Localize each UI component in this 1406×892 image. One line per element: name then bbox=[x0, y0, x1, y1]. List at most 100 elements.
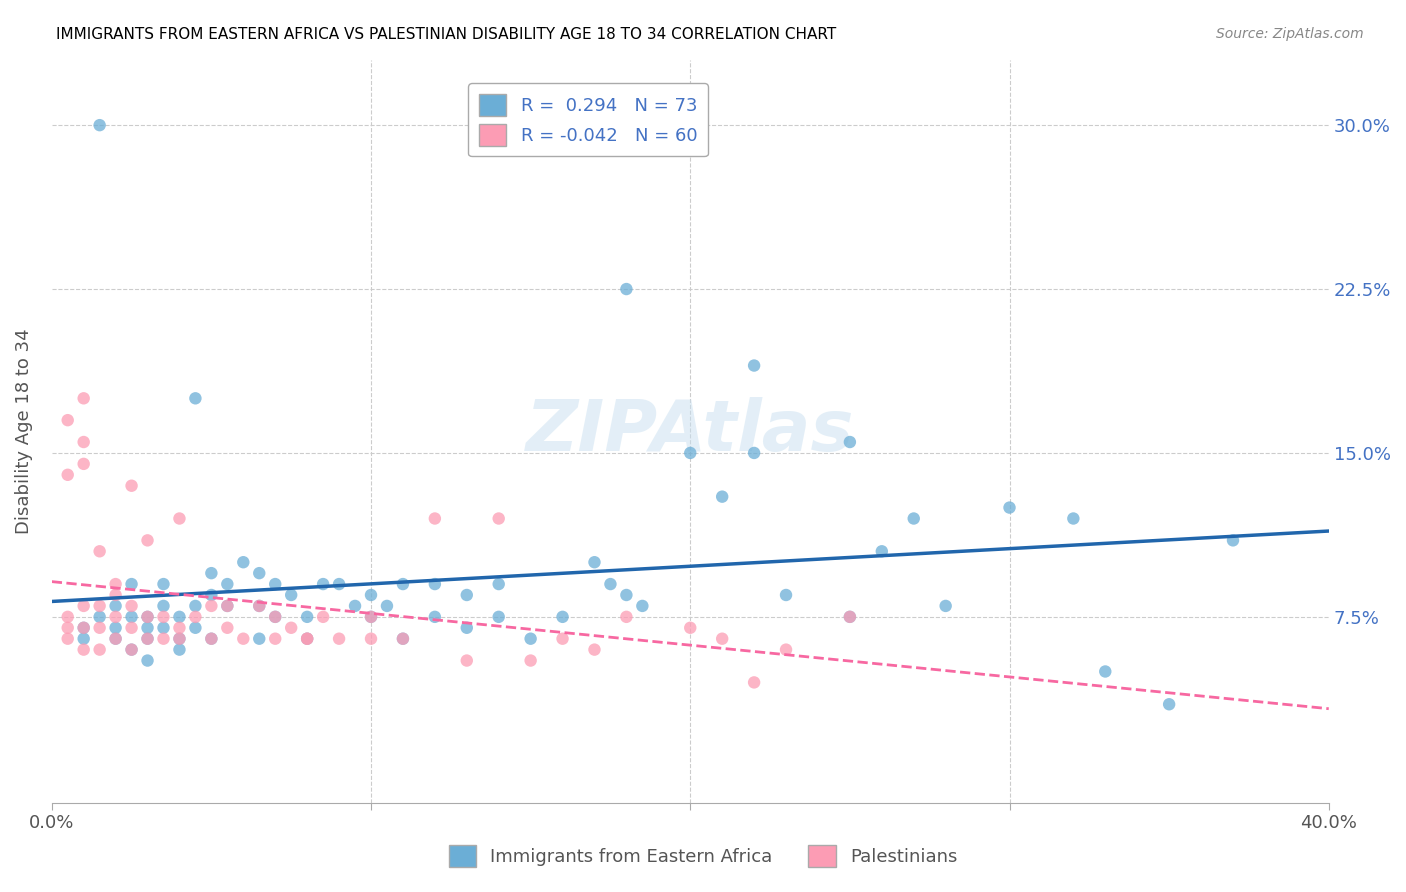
Point bbox=[200, 588, 222, 602]
Point bbox=[392, 632, 415, 646]
Point bbox=[551, 632, 574, 646]
Point bbox=[184, 599, 207, 613]
Point bbox=[232, 632, 254, 646]
Point bbox=[136, 610, 159, 624]
Point bbox=[73, 435, 96, 450]
Point bbox=[280, 588, 302, 602]
Point bbox=[264, 577, 287, 591]
Point bbox=[73, 621, 96, 635]
Point bbox=[838, 610, 860, 624]
Legend: R =  0.294   N = 73, R = -0.042   N = 60: R = 0.294 N = 73, R = -0.042 N = 60 bbox=[468, 84, 709, 156]
Point bbox=[169, 632, 191, 646]
Point bbox=[89, 544, 111, 558]
Point bbox=[264, 632, 287, 646]
Point bbox=[1222, 533, 1244, 548]
Point bbox=[169, 610, 191, 624]
Point bbox=[742, 446, 765, 460]
Point bbox=[295, 610, 318, 624]
Point bbox=[631, 599, 654, 613]
Point bbox=[488, 610, 510, 624]
Point bbox=[121, 642, 143, 657]
Point bbox=[328, 632, 350, 646]
Point bbox=[104, 621, 127, 635]
Point bbox=[247, 566, 270, 581]
Point bbox=[742, 359, 765, 373]
Point bbox=[136, 654, 159, 668]
Point bbox=[599, 577, 621, 591]
Point bbox=[104, 588, 127, 602]
Point bbox=[73, 642, 96, 657]
Point bbox=[328, 577, 350, 591]
Point bbox=[217, 599, 239, 613]
Point bbox=[152, 610, 174, 624]
Point bbox=[679, 621, 702, 635]
Point bbox=[742, 675, 765, 690]
Point bbox=[104, 599, 127, 613]
Point bbox=[312, 577, 335, 591]
Point bbox=[104, 610, 127, 624]
Point bbox=[838, 435, 860, 450]
Point bbox=[136, 533, 159, 548]
Point bbox=[264, 610, 287, 624]
Point bbox=[360, 610, 382, 624]
Point bbox=[121, 479, 143, 493]
Point bbox=[775, 642, 797, 657]
Point bbox=[1159, 698, 1181, 712]
Point bbox=[583, 642, 606, 657]
Point bbox=[73, 599, 96, 613]
Point bbox=[200, 599, 222, 613]
Point bbox=[200, 632, 222, 646]
Point bbox=[89, 610, 111, 624]
Point bbox=[217, 599, 239, 613]
Point bbox=[121, 610, 143, 624]
Point bbox=[583, 555, 606, 569]
Point bbox=[456, 621, 478, 635]
Point bbox=[56, 632, 79, 646]
Point bbox=[104, 632, 127, 646]
Point bbox=[935, 599, 957, 613]
Point bbox=[456, 588, 478, 602]
Point bbox=[679, 446, 702, 460]
Point bbox=[56, 610, 79, 624]
Point bbox=[152, 577, 174, 591]
Point bbox=[375, 599, 398, 613]
Point bbox=[423, 577, 446, 591]
Point bbox=[247, 632, 270, 646]
Text: ZIPAtlas: ZIPAtlas bbox=[526, 397, 855, 466]
Point bbox=[89, 642, 111, 657]
Point bbox=[169, 511, 191, 525]
Point bbox=[360, 632, 382, 646]
Point bbox=[56, 621, 79, 635]
Point bbox=[295, 632, 318, 646]
Point bbox=[89, 599, 111, 613]
Point bbox=[121, 621, 143, 635]
Point bbox=[136, 621, 159, 635]
Point bbox=[217, 621, 239, 635]
Point bbox=[312, 610, 335, 624]
Point bbox=[152, 632, 174, 646]
Point bbox=[838, 610, 860, 624]
Point bbox=[519, 632, 541, 646]
Point bbox=[169, 632, 191, 646]
Point bbox=[488, 511, 510, 525]
Legend: Immigrants from Eastern Africa, Palestinians: Immigrants from Eastern Africa, Palestin… bbox=[441, 838, 965, 874]
Point bbox=[775, 588, 797, 602]
Point bbox=[56, 413, 79, 427]
Point bbox=[136, 632, 159, 646]
Point bbox=[870, 544, 893, 558]
Text: IMMIGRANTS FROM EASTERN AFRICA VS PALESTINIAN DISABILITY AGE 18 TO 34 CORRELATIO: IMMIGRANTS FROM EASTERN AFRICA VS PALEST… bbox=[56, 27, 837, 42]
Point bbox=[89, 621, 111, 635]
Point bbox=[121, 599, 143, 613]
Point bbox=[903, 511, 925, 525]
Point bbox=[152, 599, 174, 613]
Point bbox=[1094, 665, 1116, 679]
Point bbox=[200, 632, 222, 646]
Point bbox=[121, 642, 143, 657]
Point bbox=[280, 621, 302, 635]
Point bbox=[616, 282, 638, 296]
Point bbox=[152, 621, 174, 635]
Point bbox=[200, 566, 222, 581]
Point bbox=[104, 577, 127, 591]
Point bbox=[344, 599, 367, 613]
Point bbox=[392, 632, 415, 646]
